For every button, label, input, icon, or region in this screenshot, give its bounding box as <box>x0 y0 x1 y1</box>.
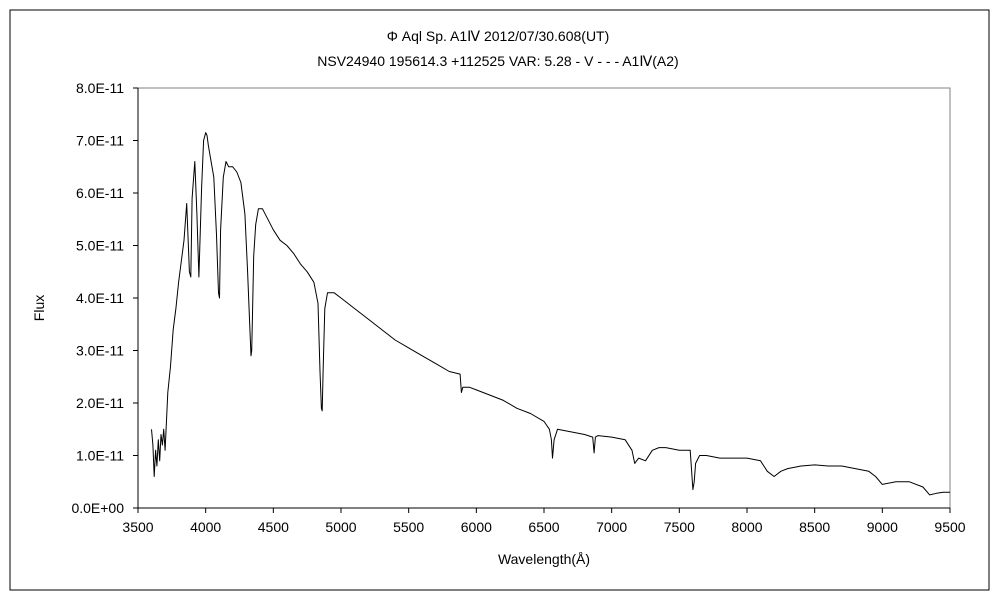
series-layer <box>151 132 950 496</box>
x-tick-label: 3500 <box>122 519 153 535</box>
chart-title: Φ Aql Sp. A1Ⅳ 2012/07/30.608(UT) <box>387 28 610 44</box>
x-tick-label: 8000 <box>731 519 762 535</box>
x-tick-label: 7000 <box>596 519 627 535</box>
x-tick-label: 9500 <box>934 519 965 535</box>
x-tick-label: 5000 <box>325 519 356 535</box>
y-tick-label: 6.0E-11 <box>76 185 124 201</box>
x-tick-label: 4000 <box>190 519 221 535</box>
y-tick-label: 7.0E-11 <box>76 133 124 149</box>
x-tick-label: 5500 <box>393 519 424 535</box>
x-tick-label: 8500 <box>799 519 830 535</box>
x-tick-label: 7500 <box>664 519 695 535</box>
y-tick-label: 0.0E+00 <box>71 500 124 516</box>
plot-area <box>137 87 951 509</box>
y-axis-label: Flux <box>31 295 47 321</box>
x-tick-label: 4500 <box>258 519 289 535</box>
x-axis: 3500 4000 4500 5000 5500 6000 6500 7000 7500 8000… <box>122 507 966 535</box>
x-axis-label: Wavelength(Å) <box>498 551 590 567</box>
x-tick-label: 6000 <box>461 519 492 535</box>
y-tick-label: 4.0E-11 <box>76 290 124 306</box>
x-tick-label: 9000 <box>867 519 898 535</box>
spectrum-line-series-0 <box>151 132 950 496</box>
y-tick-label: 5.0E-11 <box>76 238 124 254</box>
y-tick-label: 8.0E-11 <box>76 80 124 96</box>
y-tick-label: 2.0E-11 <box>76 395 124 411</box>
y-axis: 0.0E+00 1.0E-11 2.0E-11 3.0E-11 4.0E-11 5.0E-… <box>71 80 139 516</box>
y-tick-label: 3.0E-11 <box>76 343 124 359</box>
y-tick-label: 1.0E-11 <box>76 448 124 464</box>
chart-subtitle: NSV24940 195614.3 +112525 VAR: 5.28 - V … <box>317 53 678 69</box>
x-tick-label: 6500 <box>528 519 559 535</box>
